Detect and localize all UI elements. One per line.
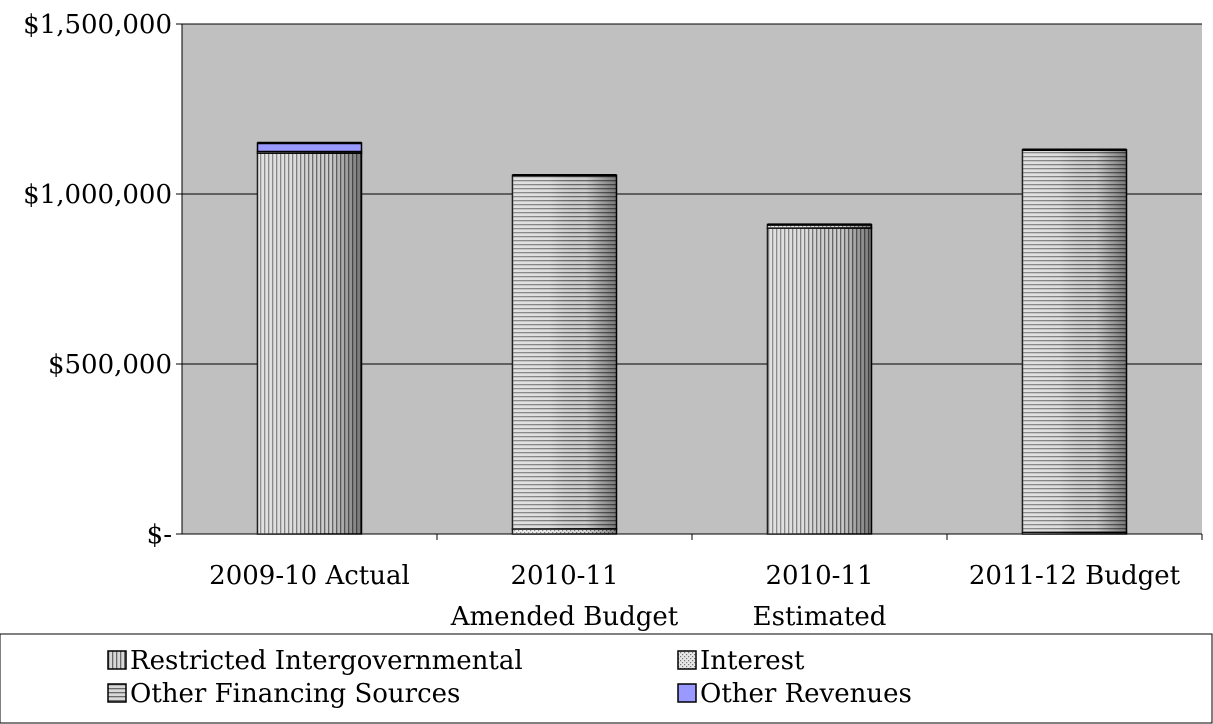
legend: Restricted Intergovernmental InterestOthe…	[107, 646, 912, 709]
bar-shading	[767, 228, 872, 534]
bar-segment	[256, 142, 363, 153]
bar-shading	[257, 153, 362, 534]
x-tick-label: 2009-10 Actual	[209, 561, 410, 591]
x-tick-label: 2011-12 Budget	[969, 561, 1181, 591]
legend-swatch	[677, 650, 697, 670]
x-tick-label: Amended Budget	[450, 602, 679, 632]
y-tick-label: $500,000	[48, 350, 172, 380]
bar-shading	[512, 528, 617, 534]
bars	[256, 141, 1128, 535]
y-tick-label: $1,000,000	[23, 180, 172, 210]
x-tick-label: Estimated	[753, 602, 887, 632]
y-tick-label: $-	[147, 520, 172, 550]
x-tick-labels: 2009-10 Actual 2010-11 Amended Budget 2010-…	[209, 561, 1181, 632]
y-tick-labels: $- $500,000 $1,000,000 $1,500,000	[23, 10, 172, 550]
legend-swatch	[107, 683, 127, 703]
legend-box	[0, 633, 1213, 724]
x-tick-label: 2010-11	[510, 561, 618, 591]
bar-shading	[767, 224, 872, 228]
legend-label: Other Financing Sources	[130, 679, 460, 709]
legend-label: Interest	[700, 646, 805, 676]
bar-shading	[257, 151, 362, 154]
y-tick-label: $1,500,000	[23, 10, 172, 40]
legend-label: Other Revenues	[700, 679, 912, 709]
bar-shading	[1022, 532, 1127, 534]
legend-swatch	[107, 650, 127, 670]
legend-swatch	[677, 683, 697, 703]
bar-shading	[512, 175, 617, 529]
legend-label: Restricted Intergovernmental	[130, 646, 523, 676]
x-tick-label: 2010-11	[765, 561, 873, 591]
bar-shading	[1022, 149, 1127, 533]
